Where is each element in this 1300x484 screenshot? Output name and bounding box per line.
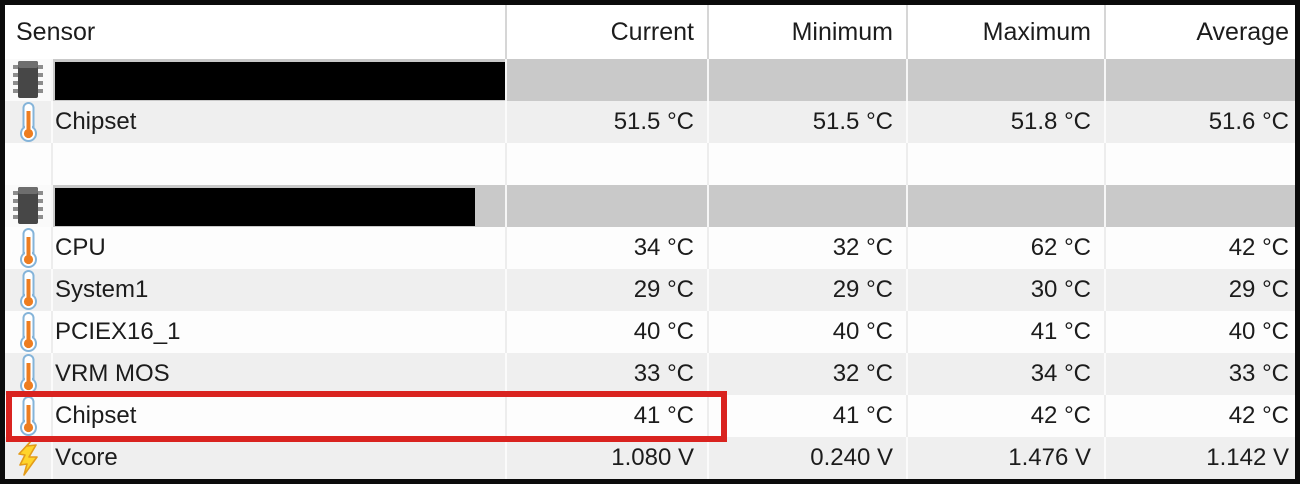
section-header-row[interactable] bbox=[5, 185, 1295, 227]
current-value: 29 °C bbox=[507, 269, 709, 311]
current-value bbox=[507, 59, 709, 101]
column-header-maximum[interactable]: Maximum bbox=[908, 5, 1106, 59]
table-body: Chipset 51.5 °C 51.5 °C 51.8 °C 51.6 °C CPU 34… bbox=[5, 59, 1295, 479]
maximum-value: 51.8 °C bbox=[908, 101, 1106, 143]
icon-cell bbox=[5, 143, 53, 185]
sensor-row-chipset[interactable]: Chipset 41 °C 41 °C 42 °C 42 °C bbox=[5, 395, 1295, 437]
current-value: 40 °C bbox=[507, 311, 709, 353]
maximum-value: 42 °C bbox=[908, 395, 1106, 437]
sensor-row-vrm-mos[interactable]: VRM MOS 33 °C 32 °C 34 °C 33 °C bbox=[5, 353, 1295, 395]
sensor-label: PCIEX16_1 bbox=[53, 311, 507, 353]
icon-cell bbox=[5, 311, 53, 353]
sensor-label: VRM MOS bbox=[53, 353, 507, 395]
current-value bbox=[507, 143, 709, 185]
section-label-cell bbox=[53, 185, 507, 227]
icon-cell bbox=[5, 101, 53, 143]
average-value: 40 °C bbox=[1106, 311, 1295, 353]
minimum-value: 0.240 V bbox=[709, 437, 908, 479]
current-value: 34 °C bbox=[507, 227, 709, 269]
redacted-label bbox=[55, 188, 475, 226]
average-value: 33 °C bbox=[1106, 353, 1295, 395]
icon-cell bbox=[5, 437, 53, 479]
thermometer-icon bbox=[19, 228, 38, 268]
sensor-label: Chipset bbox=[53, 395, 507, 437]
average-value bbox=[1106, 143, 1295, 185]
chip-icon bbox=[13, 187, 43, 225]
section-label-cell bbox=[53, 59, 507, 101]
maximum-value: 62 °C bbox=[908, 227, 1106, 269]
minimum-value: 41 °C bbox=[709, 395, 908, 437]
chip-icon bbox=[13, 61, 43, 99]
sensor-label: Chipset bbox=[53, 101, 507, 143]
sensor-row-chipset[interactable]: Chipset 51.5 °C 51.5 °C 51.8 °C 51.6 °C bbox=[5, 101, 1295, 143]
maximum-value: 41 °C bbox=[908, 311, 1106, 353]
section-header-row[interactable] bbox=[5, 59, 1295, 101]
column-header-average[interactable]: Average bbox=[1196, 17, 1289, 46]
column-header-current[interactable]: Current bbox=[507, 5, 709, 59]
maximum-value: 1.476 V bbox=[908, 437, 1106, 479]
average-value: 29 °C bbox=[1106, 269, 1295, 311]
minimum-value bbox=[709, 59, 908, 101]
maximum-value bbox=[908, 59, 1106, 101]
icon-cell bbox=[5, 269, 53, 311]
column-header-sensor[interactable]: Sensor bbox=[5, 5, 507, 59]
sensor-row-pciex16-1[interactable]: PCIEX16_1 40 °C 40 °C 41 °C 40 °C bbox=[5, 311, 1295, 353]
maximum-value: 34 °C bbox=[908, 353, 1106, 395]
sensor-label: System1 bbox=[53, 269, 507, 311]
sensor-label: Vcore bbox=[53, 437, 507, 479]
minimum-value: 40 °C bbox=[709, 311, 908, 353]
minimum-value: 32 °C bbox=[709, 227, 908, 269]
sensor-row-cpu[interactable]: CPU 34 °C 32 °C 62 °C 42 °C bbox=[5, 227, 1295, 269]
minimum-value bbox=[709, 143, 908, 185]
average-value: 42 °C bbox=[1106, 395, 1295, 437]
spacer-row bbox=[5, 143, 1295, 185]
average-value: 42 °C bbox=[1106, 227, 1295, 269]
maximum-value bbox=[908, 185, 1106, 227]
sensor-label: CPU bbox=[53, 227, 507, 269]
maximum-value: 30 °C bbox=[908, 269, 1106, 311]
current-value bbox=[507, 185, 709, 227]
icon-cell bbox=[5, 353, 53, 395]
average-value: 51.6 °C bbox=[1106, 101, 1295, 143]
thermometer-icon bbox=[19, 270, 38, 310]
current-value: 51.5 °C bbox=[507, 101, 709, 143]
thermometer-icon bbox=[19, 102, 38, 142]
minimum-value: 32 °C bbox=[709, 353, 908, 395]
icon-cell bbox=[5, 185, 53, 227]
icon-cell bbox=[5, 59, 53, 101]
thermometer-icon bbox=[19, 312, 38, 352]
average-value bbox=[1106, 185, 1295, 227]
sensor-row-vcore[interactable]: Vcore 1.080 V 0.240 V 1.476 V 1.142 V bbox=[5, 437, 1295, 479]
icon-cell bbox=[5, 227, 53, 269]
average-value: 1.142 V bbox=[1106, 437, 1295, 479]
minimum-value: 51.5 °C bbox=[709, 101, 908, 143]
lightning-icon bbox=[16, 440, 40, 476]
maximum-value bbox=[908, 143, 1106, 185]
minimum-value bbox=[709, 185, 908, 227]
column-header-minimum[interactable]: Minimum bbox=[709, 5, 908, 59]
average-value bbox=[1106, 59, 1295, 101]
icon-cell bbox=[5, 395, 53, 437]
empty-label-cell bbox=[53, 143, 507, 185]
sensor-row-system1[interactable]: System1 29 °C 29 °C 30 °C 29 °C bbox=[5, 269, 1295, 311]
current-value: 41 °C bbox=[507, 395, 709, 437]
minimum-value: 29 °C bbox=[709, 269, 908, 311]
current-value: 33 °C bbox=[507, 353, 709, 395]
table-header: Sensor Current Minimum Maximum Average bbox=[5, 5, 1295, 59]
thermometer-icon bbox=[19, 396, 38, 436]
redacted-label bbox=[55, 62, 505, 100]
current-value: 1.080 V bbox=[507, 437, 709, 479]
thermometer-icon bbox=[19, 354, 38, 394]
